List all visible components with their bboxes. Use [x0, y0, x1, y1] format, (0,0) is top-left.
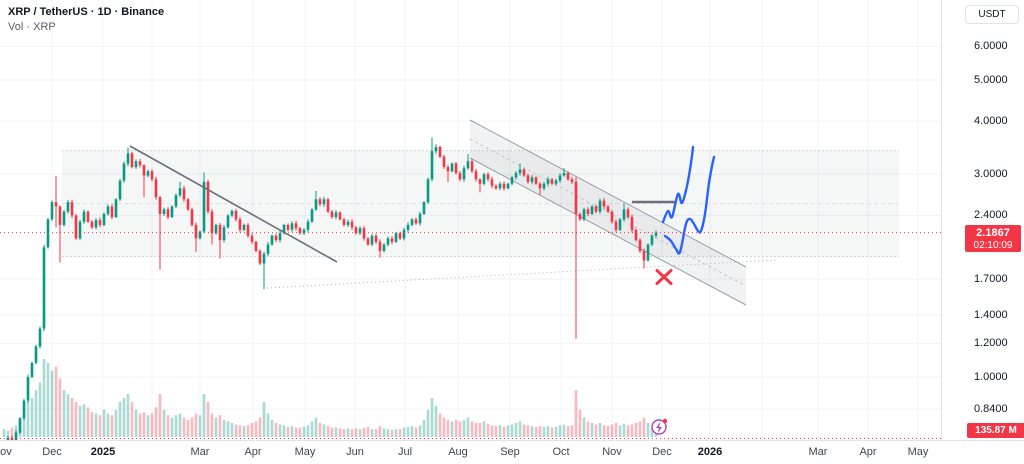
support-dotted-line[interactable] [266, 259, 777, 289]
time-tick-label: May [294, 446, 316, 458]
currency-unit-button[interactable]: USDT [965, 5, 1019, 24]
time-tick-label: Apr [244, 446, 262, 458]
price-tick-label: 0.8400 [974, 403, 1008, 416]
time-tick-label: 2025 [90, 446, 116, 458]
time-tick-label: 2026 [697, 446, 723, 458]
grid-lines [0, 0, 941, 440]
volume-value-badge: 135.87 M [967, 423, 1024, 438]
volume-series [2, 359, 658, 437]
rectangle-drawing[interactable] [62, 150, 899, 258]
time-tick-label: May [907, 446, 929, 458]
time-tick-label: Mar [808, 446, 828, 458]
last-price-badge: 2.1867 02:10:09 [965, 225, 1021, 252]
time-tick-label: Mar [190, 446, 210, 458]
chart-legend: XRP / TetherUS · 1D · Binance Vol · XRP [8, 5, 164, 34]
volume-indicator-label[interactable]: Vol · XRP [8, 21, 56, 33]
price-axis[interactable]: USDT 6.0000 5.0000 4.0000 3.0000 2.4000 1.700… [941, 0, 1024, 440]
time-tick-label: Nov [0, 446, 12, 458]
price-tick-label: 3.0000 [974, 168, 1008, 181]
time-tick-label: Dec [42, 446, 62, 458]
time-tick-label: Oct [552, 446, 570, 458]
price-tick-label: 1.0000 [974, 371, 1008, 383]
price-tick-label: 1.4000 [974, 308, 1008, 321]
price-tick-label: 6.0000 [974, 40, 1008, 53]
brush-projection-2[interactable] [663, 155, 716, 255]
candle-series[interactable] [2, 137, 658, 450]
price-tick-label: 4.0000 [974, 115, 1008, 128]
last-price-value: 2.1867 [976, 227, 1010, 239]
symbol-title[interactable]: XRP / TetherUS · 1D · Binance [8, 6, 165, 18]
time-tick-label: Dec [652, 446, 672, 458]
time-tick-label: Apr [859, 446, 877, 458]
time-tick-label: Aug [448, 446, 468, 458]
time-tick-label: Nov [602, 446, 622, 458]
bar-countdown: 02:10:09 [973, 240, 1013, 251]
market-status-icon[interactable] [651, 418, 668, 435]
price-tick-label: 5.0000 [974, 74, 1008, 87]
price-tick-label: 1.2000 [974, 337, 1008, 350]
trendline-drawing[interactable] [129, 145, 338, 263]
price-tick-label: 2.4000 [974, 209, 1008, 222]
x-mark-drawing[interactable] [655, 269, 673, 285]
brush-projection-1[interactable] [661, 145, 695, 224]
time-tick-label: Jun [346, 446, 364, 458]
price-tick-label: 1.7000 [974, 273, 1008, 286]
time-tick-label: Sep [500, 446, 520, 458]
time-tick-label: Jul [397, 446, 413, 458]
time-axis[interactable]: Nov Dec 2025 Mar Apr May Jun Jul Aug Sep Oct Nov Dec… [0, 440, 1024, 464]
